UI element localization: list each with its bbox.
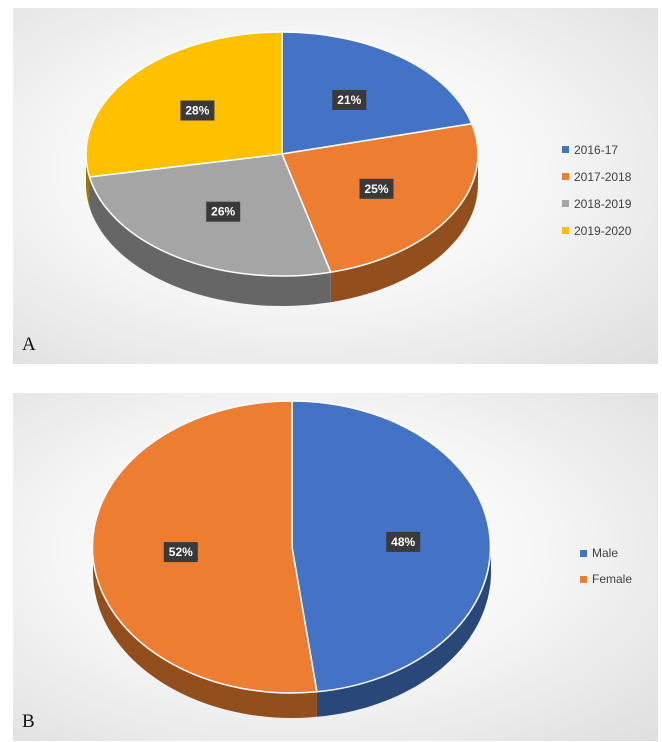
legend-swatch xyxy=(562,227,569,234)
pie-side-2018-2019 xyxy=(89,176,331,306)
pie-labels-b: 48% 52% xyxy=(163,531,421,563)
data-label-box-2018-2019 xyxy=(206,201,241,222)
pie-slice-female xyxy=(91,400,318,694)
chart-panel-b: 48% 52% Male Female B xyxy=(13,393,658,741)
data-label-box-2016-17 xyxy=(332,90,367,110)
legend-swatch xyxy=(562,200,569,207)
legend-a: 2016-17 2017-2018 2018-2019 2019-2020 xyxy=(562,136,631,244)
pie-side-female xyxy=(93,547,317,718)
legend-swatch xyxy=(562,173,569,180)
legend-label: 2018-2019 xyxy=(574,196,632,211)
legend-item-male: Male xyxy=(580,540,632,566)
pie-slice-2016-17 xyxy=(281,31,473,155)
data-label-box-male xyxy=(386,531,421,552)
legend-swatch xyxy=(580,575,587,583)
legend-label: 2017-2018 xyxy=(574,169,632,184)
legend-label: Female xyxy=(592,572,633,586)
panel-label-b: B xyxy=(22,711,35,732)
chart-panel-a: 21% 25% 26% 28% 2016-17 2017-2018 2018-2019 20… xyxy=(13,8,658,364)
legend-b: Male Female xyxy=(580,540,632,592)
data-label-2018-2019: 26% xyxy=(211,205,235,219)
panel-label-a: A xyxy=(22,334,36,355)
pie-side-male xyxy=(316,547,491,717)
data-label-male: 48% xyxy=(391,535,415,549)
legend-label: Male xyxy=(592,546,619,560)
legend-label: 2016-17 xyxy=(574,142,619,157)
pie-labels-a: 21% 25% 26% 28% xyxy=(180,90,394,222)
pie-sides-b xyxy=(93,547,491,718)
legend-item-2017-2018: 2017-2018 xyxy=(562,163,631,190)
pie-tops-b xyxy=(91,400,492,694)
legend-swatch xyxy=(562,146,569,153)
pie-side-2017-2018 xyxy=(330,154,478,303)
data-label-box-2019-2020 xyxy=(180,100,215,121)
pie-tops-a xyxy=(85,31,479,277)
pie-chart-a: 21% 25% 26% 28% xyxy=(85,31,479,306)
legend-item-2016-17: 2016-17 xyxy=(562,136,631,163)
data-label-female: 52% xyxy=(169,545,193,559)
data-label-2019-2020: 28% xyxy=(185,104,209,118)
pie-chart-b: 48% 52% xyxy=(91,400,492,718)
data-label-box-2017-2018 xyxy=(359,178,394,199)
legend-item-2018-2019: 2018-2019 xyxy=(562,190,631,217)
data-label-2016-17: 21% xyxy=(337,93,361,107)
legend-swatch xyxy=(580,549,587,557)
legend-label: 2019-2020 xyxy=(574,223,632,238)
data-label-box-female xyxy=(163,542,198,563)
data-label-2017-2018: 25% xyxy=(364,182,388,196)
legend-item-female: Female xyxy=(580,566,632,592)
legend-item-2019-2020: 2019-2020 xyxy=(562,217,631,244)
